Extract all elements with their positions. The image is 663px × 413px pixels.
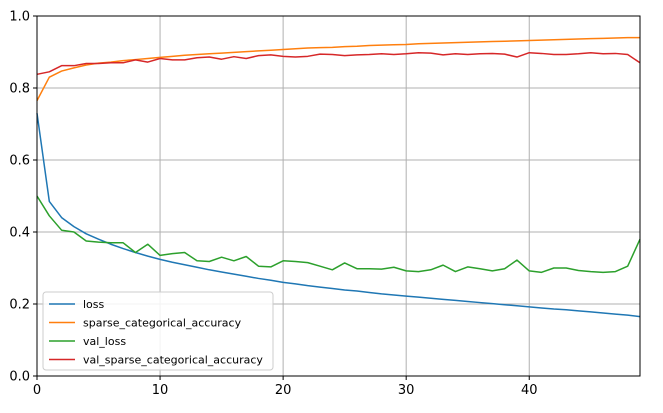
legend-label: val_loss: [83, 335, 126, 348]
legend-box: [42, 291, 274, 371]
series-line-sparse-categorical-accuracy: [36, 36, 640, 101]
series-lines: [36, 36, 641, 318]
y-tick-label: 0.8: [9, 82, 30, 97]
legend-label: loss: [83, 298, 105, 311]
x-tick-label: 0: [33, 383, 41, 398]
legend-label: val_sparse_categorical_accuracy: [83, 354, 263, 367]
plot-frame: [36, 15, 641, 377]
x-tick-label: 30: [398, 383, 415, 398]
y-tick-label: 0.0: [9, 370, 30, 385]
y-tick-label: 0.4: [9, 226, 30, 241]
series-line-val-loss: [36, 195, 641, 274]
series-line-val-sparse-categorical-accuracy: [36, 51, 641, 76]
y-tick-label: 0.6: [9, 154, 30, 169]
axis-ticks: 0 10 20 30 40 0.0 0.2 0.4 0.6 0.8 1.0: [9, 10, 537, 399]
x-tick-label: 20: [275, 383, 292, 398]
x-tick-label: 10: [152, 383, 169, 398]
legend: loss sparse_categorical_accuracy val_lossv…: [42, 291, 274, 371]
y-tick-label: 1.0: [9, 10, 30, 25]
y-tick-label: 0.2: [9, 298, 30, 313]
grid-lines: [37, 16, 640, 376]
x-tick-label: 40: [521, 383, 538, 398]
series-line-loss: [36, 113, 641, 318]
legend-label: sparse_categorical_accuracy: [83, 317, 242, 330]
